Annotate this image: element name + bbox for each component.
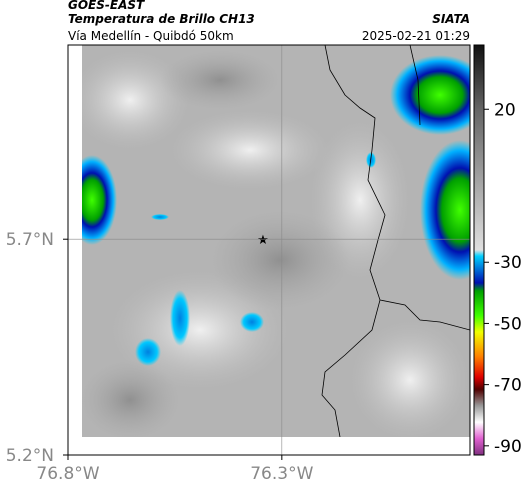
colorbar-tick-label: -50 <box>494 314 522 334</box>
source: SIATA <box>432 12 470 26</box>
x-tick-label: 76.3°W <box>250 464 313 484</box>
y-tick-label: 5.2°N <box>6 446 54 466</box>
colorbar <box>473 44 485 456</box>
subtitle: Temperatura de Brillo CH13 <box>68 12 255 26</box>
graticule: 76.8°W 76.3°W 5.2°N 5.7°N <box>6 45 470 484</box>
svg-text:★: ★ <box>257 233 269 248</box>
timestamp: 2025-02-21 01:29 <box>362 29 470 43</box>
colorbar-ticks: 20 -30 -50 -70 -90 <box>484 100 522 457</box>
colorbar-tick-label: 20 <box>494 100 516 120</box>
header: GOES-EAST Temperatura de Brillo CH13 SIA… <box>68 0 470 43</box>
satellite-image: ★ <box>82 45 470 437</box>
map-frame <box>67 44 471 456</box>
y-tick-label: 5.7°N <box>6 230 54 250</box>
route: Vía Medellín - Quibdó 50km <box>68 29 234 43</box>
colorbar-tick-label: -70 <box>494 376 522 396</box>
colorbar-tick-label: -90 <box>494 437 522 457</box>
x-tick-label: 76.8°W <box>36 464 99 484</box>
title: GOES-EAST <box>68 0 145 12</box>
colorbar-tick-label: -30 <box>494 253 522 273</box>
